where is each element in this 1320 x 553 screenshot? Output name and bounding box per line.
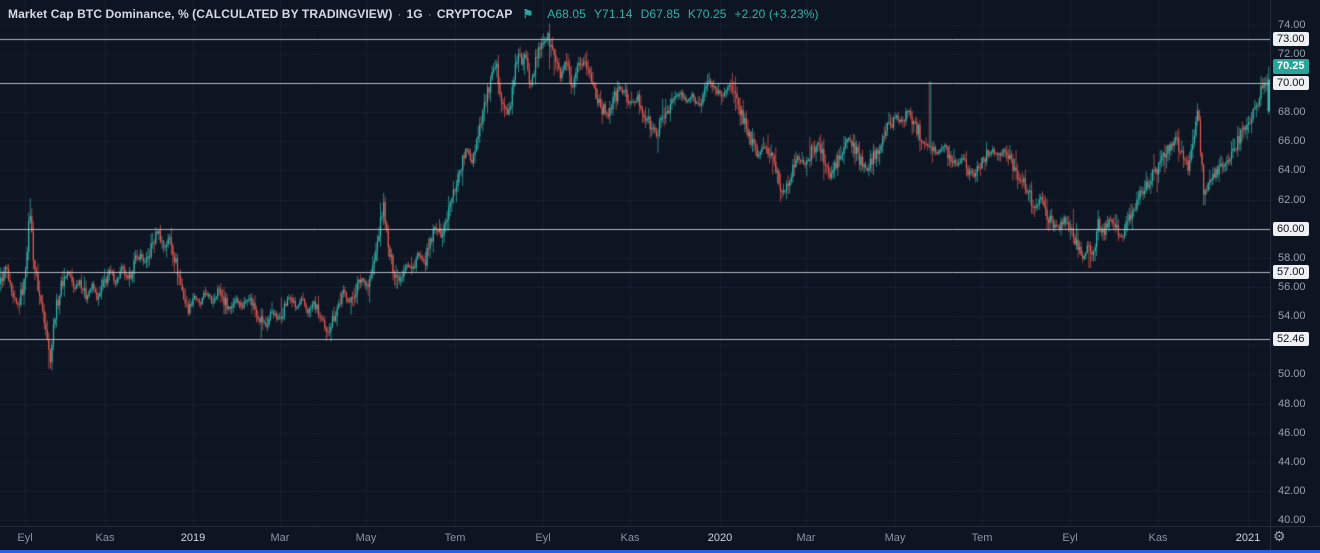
time-tick-label: Eyl	[535, 532, 551, 544]
time-tick-label: Kas	[1148, 532, 1168, 544]
time-tick-label: Eyl	[17, 532, 33, 544]
ohlc-high: Y71.14	[594, 7, 633, 21]
time-tick-label: 2021	[1235, 532, 1261, 544]
time-axis[interactable]: Eyl Kas 2019 Mar May Tem Eyl Kas 2020 Mar May Tem Ey…	[0, 526, 1270, 550]
ohlc-low-value: 67.85	[649, 7, 680, 21]
ohlc-open-label: A	[547, 7, 556, 21]
last-price-badge: 70.25	[1273, 59, 1309, 75]
price-axis[interactable]: 74.00 72.00 68.00 66.00 64.00 62.00 58.00 56.00…	[1270, 0, 1320, 526]
bottom-accent-bar	[0, 550, 1320, 553]
time-tick-label: Tem	[444, 532, 466, 544]
price-tick-label: 62.00	[1278, 193, 1306, 206]
change-value: +2.20 (+3.23%)	[734, 7, 819, 21]
symbol-title[interactable]: Market Cap BTC Dominance, % (CALCULATED …	[8, 7, 393, 21]
time-tick-label: Kas	[95, 532, 115, 544]
ohlc-open-value: 68.05	[555, 7, 586, 21]
price-tick-label: 72.00	[1278, 47, 1306, 60]
ohlc-open: A68.05	[547, 7, 586, 21]
price-level-badge: 60.00	[1273, 221, 1309, 236]
time-tick-label: Eyl	[1062, 532, 1078, 544]
price-tick-label: 40.00	[1278, 514, 1306, 527]
price-level-badge: 52.46	[1273, 331, 1309, 346]
price-tick-label: 54.00	[1278, 310, 1306, 323]
ohlc-close-value: 70.25	[696, 7, 727, 21]
price-tick-label: 58.00	[1278, 251, 1306, 264]
price-tick-label: 64.00	[1278, 164, 1306, 177]
price-tick-label: 68.00	[1278, 106, 1306, 119]
time-tick-label: Tem	[971, 532, 993, 544]
chart-plot-area[interactable]: Market Cap BTC Dominance, % (CALCULATED …	[0, 0, 1270, 526]
gear-icon[interactable]: ⚙	[1273, 528, 1286, 544]
exchange-label[interactable]: CRYPTOCAP	[436, 7, 513, 21]
price-tick-label: 46.00	[1278, 426, 1306, 439]
time-tick-label: Mar	[270, 532, 290, 544]
time-tick-label: May	[355, 532, 377, 544]
price-tick-label: 48.00	[1278, 397, 1306, 410]
candlestick-chart-canvas[interactable]	[0, 0, 1270, 526]
ohlc-close: K70.25	[688, 7, 727, 21]
ohlc-high-label: Y	[593, 7, 603, 21]
ohlc-low: D67.85	[641, 7, 680, 21]
time-tick-label: Mar	[796, 532, 816, 544]
price-tick-label: 66.00	[1278, 135, 1306, 148]
price-tick-label: 56.00	[1278, 281, 1306, 294]
time-tick-label: 2019	[180, 532, 206, 544]
price-level-badge: 73.00	[1273, 32, 1309, 47]
time-tick-label: Kas	[620, 532, 640, 544]
time-tick-label: May	[884, 532, 906, 544]
price-tick-label: 50.00	[1278, 368, 1306, 381]
ohlc-close-label: K	[687, 7, 696, 21]
time-tick-label: 2020	[707, 532, 733, 544]
legend-separator: ·	[397, 7, 402, 21]
price-level-badge: 70.00	[1273, 76, 1309, 91]
price-tick-label: 44.00	[1278, 455, 1306, 468]
legend-separator: ·	[427, 7, 432, 21]
price-tick-label: 74.00	[1278, 18, 1306, 31]
symbol-legend: Market Cap BTC Dominance, % (CALCULATED …	[8, 7, 819, 21]
price-tick-label: 42.00	[1278, 485, 1306, 498]
interval-label[interactable]: 1G	[406, 7, 423, 21]
ohlc-high-value: 71.14	[602, 7, 633, 21]
flag-icon[interactable]: ⚑	[522, 7, 534, 21]
price-level-badge: 57.00	[1273, 265, 1309, 280]
axis-corner: ⚙	[1270, 526, 1320, 550]
ohlc-low-label: D	[640, 7, 650, 21]
